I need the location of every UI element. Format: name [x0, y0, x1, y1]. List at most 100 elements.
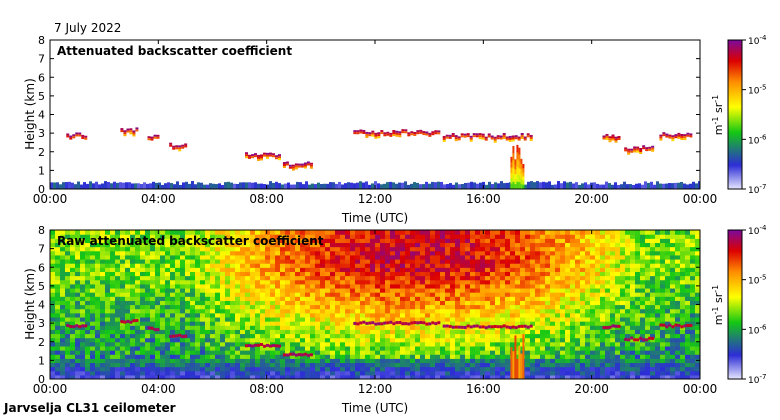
raw-signal-cell	[415, 333, 421, 339]
raw-signal-cell	[395, 267, 401, 272]
raw-signal-cell	[545, 312, 551, 318]
raw-signal-cell	[355, 345, 361, 351]
cloud-cell	[608, 136, 612, 139]
raw-signal-cell	[300, 267, 306, 272]
raw-signal-cell	[600, 370, 606, 376]
raw-signal-cell	[500, 325, 506, 330]
raw-signal-cell	[75, 258, 81, 264]
raw-signal-cell	[220, 254, 226, 260]
raw-signal-cell	[100, 358, 106, 364]
raw-signal-cell	[215, 283, 221, 289]
raw-signal-cell	[380, 258, 386, 264]
raw-signal-cell	[460, 350, 466, 355]
raw-signal-cell	[150, 258, 156, 264]
raw-signal-cell	[565, 321, 571, 326]
raw-signal-cell	[405, 234, 411, 239]
raw-signal-cell	[205, 283, 211, 289]
raw-signal-cell	[610, 374, 616, 379]
raw-signal-cell	[285, 250, 291, 256]
raw-signal-cell	[295, 279, 301, 285]
raw-signal-cell	[175, 238, 181, 244]
raw-signal-cell	[640, 325, 646, 330]
raw-signal-cell	[575, 242, 581, 248]
raw-signal-cell	[570, 316, 576, 322]
raw-signal-cell	[470, 366, 476, 372]
precipitation-cell	[522, 168, 525, 174]
raw-signal-cell	[310, 296, 316, 301]
raw-signal-cell	[560, 283, 566, 289]
raw-signal-cell	[80, 345, 86, 351]
raw-signal-cell	[370, 304, 376, 310]
raw-signal-cell	[170, 292, 176, 297]
raw-signal-cell	[475, 263, 481, 268]
raw-signal-cell	[340, 370, 346, 376]
raw-signal-cell	[600, 242, 606, 248]
raw-signal-cell	[640, 238, 646, 244]
raw-signal-cell	[50, 279, 56, 285]
raw-signal-cell	[495, 246, 501, 252]
raw-signal-cell	[475, 366, 481, 372]
cloud-cell	[245, 152, 248, 155]
boundary-layer-cell	[638, 183, 641, 189]
raw-signal-cell	[515, 250, 521, 256]
raw-signal-cell	[50, 316, 56, 322]
raw-signal-cell	[50, 374, 56, 379]
raw-signal-cell	[605, 296, 611, 301]
raw-signal-cell	[235, 263, 241, 268]
raw-signal-cell	[160, 271, 166, 277]
raw-signal-cell	[315, 230, 321, 235]
raw-signal-cell	[255, 234, 261, 239]
raw-signal-cell	[170, 362, 176, 368]
raw-signal-cell	[155, 296, 161, 301]
raw-signal-cell	[210, 308, 216, 314]
raw-signal-cell	[365, 354, 371, 359]
raw-signal-cell	[530, 304, 536, 310]
raw-signal-cell	[175, 275, 181, 281]
boundary-layer-cell	[335, 183, 338, 189]
raw-signal-cell	[635, 308, 641, 314]
raw-signal-cell	[105, 308, 111, 314]
boundary-layer-cell	[299, 182, 302, 189]
raw-signal-cell	[355, 300, 361, 306]
raw-signal-cell	[55, 263, 61, 268]
raw-signal-cell	[430, 230, 436, 235]
raw-signal-cell	[145, 350, 151, 355]
raw-signal-cell	[285, 283, 291, 289]
raw-signal-cell	[250, 354, 256, 359]
raw-signal-cell	[170, 304, 176, 310]
raw-signal-cell	[325, 329, 331, 335]
cloud-cell	[484, 138, 488, 141]
raw-signal-cell	[505, 283, 511, 289]
raw-signal-cell	[555, 242, 561, 248]
raw-signal-cell	[180, 238, 186, 244]
raw-signal-cell	[120, 287, 126, 293]
raw-signal-cell	[290, 350, 296, 355]
raw-signal-cell	[215, 321, 221, 326]
raw-signal-cell	[430, 254, 436, 260]
raw-signal-cell	[205, 374, 211, 379]
raw-signal-cell	[615, 354, 621, 359]
raw-signal-cell	[225, 312, 231, 318]
raw-signal-cell	[90, 337, 96, 343]
raw-signal-cell	[400, 283, 406, 289]
raw-signal-cell	[55, 370, 61, 376]
cloud-cell	[651, 147, 655, 150]
raw-signal-cell	[510, 333, 516, 339]
raw-signal-cell	[170, 329, 176, 335]
cloud-cell	[371, 134, 375, 137]
raw-signal-cell	[525, 333, 531, 339]
raw-signal-cell	[385, 271, 391, 277]
raw-signal-cell	[445, 246, 451, 252]
raw-signal-cell	[445, 292, 451, 297]
raw-signal-cell	[480, 362, 486, 368]
raw-signal-cell	[595, 292, 601, 297]
raw-signal-cell	[485, 354, 491, 359]
raw-signal-cell	[65, 246, 71, 252]
raw-signal-cell	[320, 337, 326, 343]
cloud-cell	[642, 145, 646, 148]
raw-signal-cell	[150, 250, 156, 256]
raw-signal-cell	[645, 300, 651, 306]
raw-signal-cell	[445, 234, 451, 239]
raw-signal-cell	[260, 271, 266, 277]
raw-signal-cell	[240, 321, 246, 326]
